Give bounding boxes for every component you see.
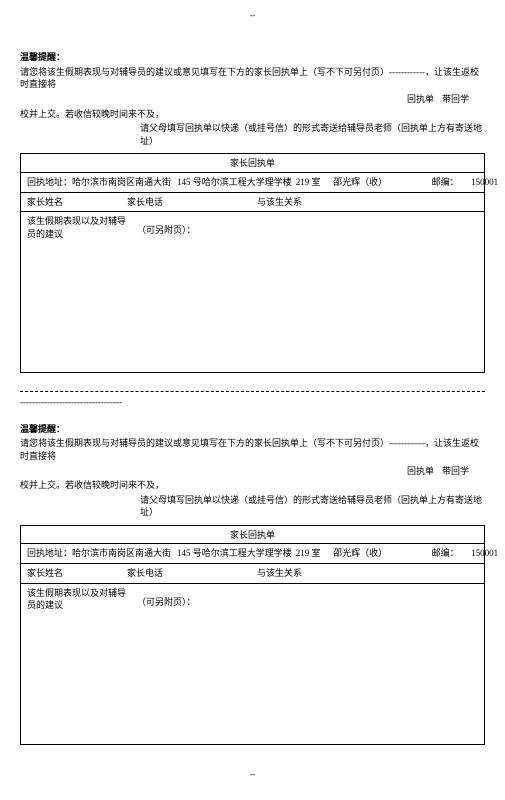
receipt-suggestion-row-1: 该生假期表现以及对辅导员的建议 （可另附页）： (21, 212, 484, 372)
bring-word-1: 带回学 (442, 93, 469, 106)
reminder-line2-2: 校并上交。若收信较晚时间来不及， (20, 479, 485, 492)
zip-1: 150001 (471, 177, 498, 187)
reminder-line-rr: 回执单 带回学 (20, 93, 485, 106)
receipt-box-2: 家长回执单 回执地址：哈尔滨市南岗区南通大街 145 号哈尔滨工程大学理学楼 2… (20, 525, 485, 745)
relation-1: 与该生关系 (255, 195, 304, 210)
addr-person-1: 邵光辉（收） (333, 177, 387, 187)
section-1: 温馨提醒： 请您将该生假期表现与对辅导员的建议或意见填写在下方的家长回执单上（写… (20, 51, 485, 373)
parent-phone-2: 家长电话 (125, 566, 165, 581)
addr-room-1: 219 室 (296, 177, 321, 187)
receipt-fields-row-2: 家长姓名 家长电话 与该生关系 (21, 564, 484, 584)
reminder-line3-text-1: 请父母填写回执单以快递（或挂号信）的形式寄送给辅导员老师（回执单上方有寄送地址） (140, 123, 482, 146)
reminder-line2-1: 校并上交。若收信较晚时间来不及， (20, 108, 485, 121)
reminder-line1-pre: 请您将该生假期表现与对辅导员的建议或意见填写在下方的家长回执单上（写不下可另付页… (20, 67, 389, 77)
reminder-title: 温馨提醒： (20, 51, 485, 64)
addr-room-2: 219 室 (296, 548, 321, 558)
reminder-body-1: 请您将该生假期表现与对辅导员的建议或意见填写在下方的家长回执单上（写不下可另付页… (20, 66, 485, 91)
suggestion-label-2: 该生假期表现以及对辅导员的建议 (27, 588, 126, 611)
receipt-box-1: 家长回执单 回执地址：哈尔滨市南岗区南通大街 145 号哈尔滨工程大学理学楼 2… (20, 153, 485, 373)
reminder-line1-pre-2: 请您将该生假期表现与对辅导员的建议或意见填写在下方的家长回执单上（写不下可另付页… (20, 438, 389, 448)
zip-label-2: 邮编： (432, 548, 459, 558)
receipt-address-row-1: 回执地址：哈尔滨市南岗区南通大街 145 号哈尔滨工程大学理学楼 219 室 邵… (21, 173, 484, 193)
suggestion-label-1: 该生假期表现以及对辅导员的建议 (27, 216, 126, 239)
receipt-word-2: 回执单 (407, 465, 434, 478)
page-mark-top: -- (20, 10, 485, 21)
reminder-line3-1: 请父母填写回执单以快递（或挂号信）的形式寄送给辅导员老师（回执单上方有寄送地址） (20, 122, 485, 147)
receipt-title-2: 家长回执单 (21, 526, 484, 545)
receipt-fields-row-1: 家长姓名 家长电话 与该生关系 (21, 193, 484, 213)
addr-street-1: 哈尔滨市南岗区南通大街 (72, 177, 171, 187)
section-2: 温馨提醒： 请您将该生假期表现与对辅导员的建议或意见填写在下方的家长回执单上（写… (20, 423, 485, 745)
receipt-word-1: 回执单 (407, 93, 434, 106)
parent-name-1: 家长姓名 (25, 195, 65, 210)
parent-phone-1: 家长电话 (125, 195, 165, 210)
cut-line (20, 391, 485, 392)
receipt-address-row-2: 回执地址：哈尔滨市南岗区南通大街 145 号哈尔滨工程大学理学楼 219 室 邵… (21, 544, 484, 564)
relation-2: 与该生关系 (255, 566, 304, 581)
reminder-line3-2: 请父母填写回执单以快递（或挂号信）的形式寄送给辅导员老师（回执单上方有寄送地址） (20, 494, 485, 519)
reminder-line3-text-2: 请父母填写回执单以快递（或挂号信）的形式寄送给辅导员老师（回执单上方有寄送地址） (140, 495, 482, 518)
zip-2: 150001 (471, 548, 498, 558)
suggestion-note-2: （可另附页）： (137, 597, 196, 607)
addr-person-2: 邵光辉（收） (333, 548, 387, 558)
receipt-title-1: 家长回执单 (21, 154, 484, 173)
addr-label-1: 回执地址： (27, 177, 72, 187)
dash-run-2: ------------ (389, 438, 425, 448)
suggestion-note-1: （可另附页）： (137, 225, 196, 235)
dash-run-1: ------------ (389, 67, 425, 77)
addr-detail-2: 145 号哈尔滨工程大学理学楼 (177, 548, 292, 558)
reminder-body-2: 请您将该生假期表现与对辅导员的建议或意见填写在下方的家长回执单上（写不下可另付页… (20, 437, 485, 462)
cut-dashes: ---------------------------------- (20, 396, 485, 409)
addr-detail-1: 145 号哈尔滨工程大学理学楼 (177, 177, 292, 187)
zip-label-1: 邮编： (432, 177, 459, 187)
parent-name-2: 家长姓名 (25, 566, 65, 581)
reminder-title-2: 温馨提醒： (20, 423, 485, 436)
addr-street-2: 哈尔滨市南岗区南通大街 (72, 548, 171, 558)
bring-word-2: 带回学 (442, 465, 469, 478)
addr-label-2: 回执地址： (27, 548, 72, 558)
receipt-suggestion-row-2: 该生假期表现以及对辅导员的建议 （可另附页）： (21, 584, 484, 744)
page-mark-bottom: -- (20, 769, 485, 780)
reminder-line-rr-2: 回执单 带回学 (20, 465, 485, 478)
